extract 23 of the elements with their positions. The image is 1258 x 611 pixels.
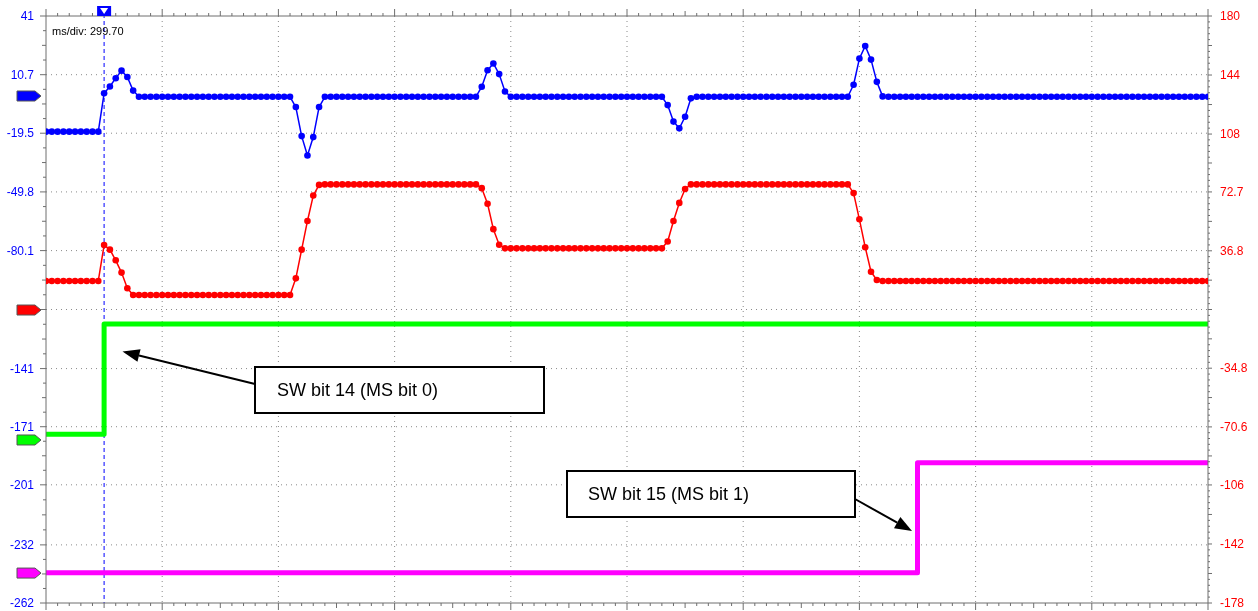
y-tick-label: 10.7 bbox=[10, 67, 35, 82]
y-tick-label: -19.5 bbox=[6, 126, 35, 141]
annotation: SW bit 14 (MS bit 0) bbox=[277, 380, 439, 400]
y2-tick-label: 180 bbox=[1220, 9, 1241, 24]
y2-tick-label: 144 bbox=[1220, 68, 1241, 83]
y2-tick-label: 108 bbox=[1220, 127, 1241, 142]
y2-tick-label: -34.8 bbox=[1220, 361, 1248, 376]
y-tick-label: -141 bbox=[9, 361, 35, 376]
y-tick-label: -232 bbox=[9, 538, 35, 553]
y2-tick-label: -178 bbox=[1220, 596, 1245, 611]
y-tick-label: -80.1 bbox=[6, 243, 35, 258]
annotation: SW bit 15 (MS bit 1) bbox=[588, 484, 750, 504]
y2-tick-label: -142 bbox=[1220, 537, 1245, 552]
y-tick-label: 41 bbox=[20, 9, 35, 24]
annotation: ms/div: 299.70 bbox=[52, 25, 124, 37]
y-tick-label: -49.8 bbox=[6, 185, 35, 200]
y2-tick-label: -70.6 bbox=[1220, 420, 1248, 435]
y2-tick-label: -106 bbox=[1220, 478, 1245, 493]
y2-tick-label: 72.7 bbox=[1220, 185, 1244, 200]
y-tick-label: -262 bbox=[9, 596, 35, 611]
y2-tick-label: 36.8 bbox=[1220, 244, 1244, 259]
y-tick-label: -201 bbox=[9, 478, 35, 493]
y-tick-label: -171 bbox=[9, 419, 35, 434]
